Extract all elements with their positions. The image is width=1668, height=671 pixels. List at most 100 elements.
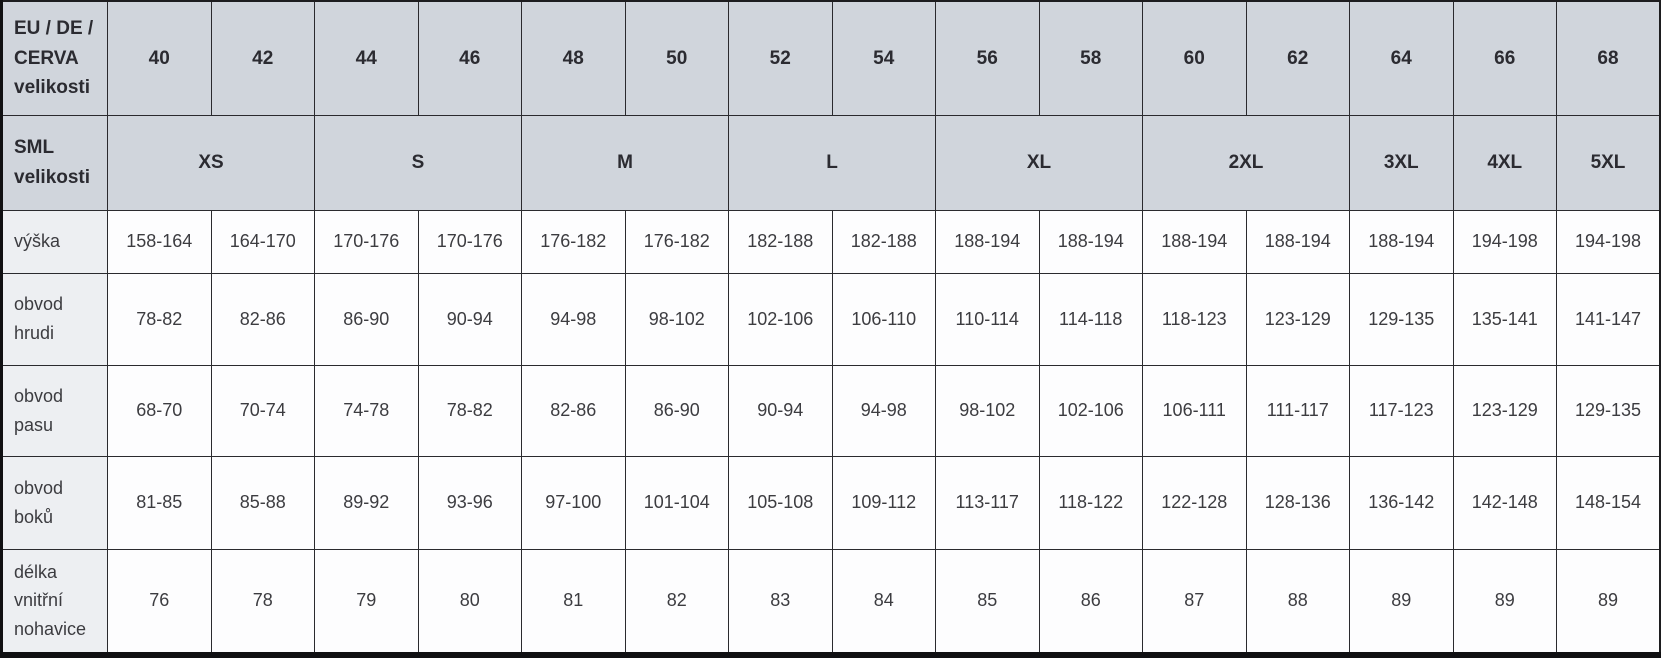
- value-cell: 78-82: [417, 364, 522, 457]
- row-label-inner-leg-length: délka vnitřní nohavice: [1, 548, 108, 656]
- value-cell: 82-86: [210, 272, 315, 366]
- value-cell: 194-198: [1556, 209, 1661, 274]
- sml-size-cell: 5XL: [1556, 114, 1661, 211]
- value-cell: 98-102: [935, 364, 1040, 457]
- eu-size-cell: 46: [417, 0, 522, 116]
- value-cell: 176-182: [521, 209, 626, 274]
- value-cell: 129-135: [1349, 272, 1454, 366]
- value-cell: 105-108: [728, 455, 833, 550]
- value-cell: 106-110: [831, 272, 936, 366]
- value-cell: 82-86: [521, 364, 626, 457]
- value-cell: 90-94: [728, 364, 833, 457]
- eu-size-cell: 62: [1245, 0, 1350, 116]
- eu-size-cell: 68: [1556, 0, 1661, 116]
- value-cell: 82: [624, 548, 729, 656]
- sml-size-cell: L: [728, 114, 936, 211]
- value-cell: 102-106: [728, 272, 833, 366]
- value-cell: 101-104: [624, 455, 729, 550]
- value-cell: 89-92: [314, 455, 419, 550]
- value-cell: 164-170: [210, 209, 315, 274]
- value-cell: 170-176: [314, 209, 419, 274]
- row-label-chest: obvod hrudi: [1, 272, 108, 366]
- row-inner-leg-length: délka vnitřní nohavice 76 78 79 80 81 82…: [1, 548, 1661, 656]
- row-chest: obvod hrudi 78-82 82-86 86-90 90-94 94-9…: [1, 272, 1661, 366]
- value-cell: 102-106: [1038, 364, 1143, 457]
- value-cell: 86-90: [624, 364, 729, 457]
- value-cell: 114-118: [1038, 272, 1143, 366]
- value-cell: 70-74: [210, 364, 315, 457]
- row-label-height: výška: [1, 209, 108, 274]
- value-cell: 80: [417, 548, 522, 656]
- row-label-hips: obvod boků: [1, 455, 108, 550]
- value-cell: 89: [1556, 548, 1661, 656]
- sml-size-cell: M: [521, 114, 729, 211]
- value-cell: 81-85: [107, 455, 212, 550]
- value-cell: 129-135: [1556, 364, 1661, 457]
- value-cell: 88: [1245, 548, 1350, 656]
- value-cell: 110-114: [935, 272, 1040, 366]
- value-cell: 188-194: [1038, 209, 1143, 274]
- value-cell: 142-148: [1452, 455, 1557, 550]
- value-cell: 158-164: [107, 209, 212, 274]
- value-cell: 188-194: [1245, 209, 1350, 274]
- value-cell: 117-123: [1349, 364, 1454, 457]
- value-cell: 89: [1452, 548, 1557, 656]
- value-cell: 182-188: [728, 209, 833, 274]
- sml-size-cell: 3XL: [1349, 114, 1454, 211]
- value-cell: 93-96: [417, 455, 522, 550]
- value-cell: 85: [935, 548, 1040, 656]
- sml-size-cell: 2XL: [1142, 114, 1350, 211]
- eu-size-cell: 58: [1038, 0, 1143, 116]
- eu-size-cell: 60: [1142, 0, 1247, 116]
- value-cell: 94-98: [521, 272, 626, 366]
- sml-sizes-row-label: SML velikosti: [1, 114, 108, 211]
- value-cell: 81: [521, 548, 626, 656]
- value-cell: 87: [1142, 548, 1247, 656]
- eu-size-cell: 54: [831, 0, 936, 116]
- value-cell: 83: [728, 548, 833, 656]
- value-cell: 76: [107, 548, 212, 656]
- value-cell: 79: [314, 548, 419, 656]
- value-cell: 123-129: [1452, 364, 1557, 457]
- value-cell: 170-176: [417, 209, 522, 274]
- value-cell: 128-136: [1245, 455, 1350, 550]
- value-cell: 106-111: [1142, 364, 1247, 457]
- eu-sizes-row-label: EU / DE / CERVA velikosti: [1, 0, 108, 116]
- eu-size-cell: 56: [935, 0, 1040, 116]
- row-label-waist: obvod pasu: [1, 364, 108, 457]
- eu-size-cell: 50: [624, 0, 729, 116]
- value-cell: 68-70: [107, 364, 212, 457]
- eu-size-cell: 52: [728, 0, 833, 116]
- value-cell: 84: [831, 548, 936, 656]
- eu-size-cell: 40: [107, 0, 212, 116]
- eu-size-cell: 44: [314, 0, 419, 116]
- eu-size-cell: 48: [521, 0, 626, 116]
- value-cell: 118-122: [1038, 455, 1143, 550]
- value-cell: 78: [210, 548, 315, 656]
- value-cell: 118-123: [1142, 272, 1247, 366]
- value-cell: 194-198: [1452, 209, 1557, 274]
- size-chart-table: EU / DE / CERVA velikosti 40 42 44 46 48…: [0, 0, 1661, 658]
- sml-size-cell: 4XL: [1452, 114, 1557, 211]
- value-cell: 98-102: [624, 272, 729, 366]
- value-cell: 188-194: [935, 209, 1040, 274]
- value-cell: 188-194: [1349, 209, 1454, 274]
- value-cell: 90-94: [417, 272, 522, 366]
- eu-size-cell: 42: [210, 0, 315, 116]
- value-cell: 109-112: [831, 455, 936, 550]
- value-cell: 135-141: [1452, 272, 1557, 366]
- eu-size-cell: 64: [1349, 0, 1454, 116]
- value-cell: 86: [1038, 548, 1143, 656]
- value-cell: 113-117: [935, 455, 1040, 550]
- sml-size-cell: XS: [107, 114, 315, 211]
- value-cell: 148-154: [1556, 455, 1661, 550]
- value-cell: 136-142: [1349, 455, 1454, 550]
- value-cell: 86-90: [314, 272, 419, 366]
- value-cell: 188-194: [1142, 209, 1247, 274]
- value-cell: 141-147: [1556, 272, 1661, 366]
- row-height: výška 158-164 164-170 170-176 170-176 17…: [1, 209, 1661, 274]
- row-hips: obvod boků 81-85 85-88 89-92 93-96 97-10…: [1, 455, 1661, 550]
- value-cell: 176-182: [624, 209, 729, 274]
- row-sml-sizes: SML velikosti XS S M L XL 2XL 3XL 4XL 5X…: [1, 114, 1661, 211]
